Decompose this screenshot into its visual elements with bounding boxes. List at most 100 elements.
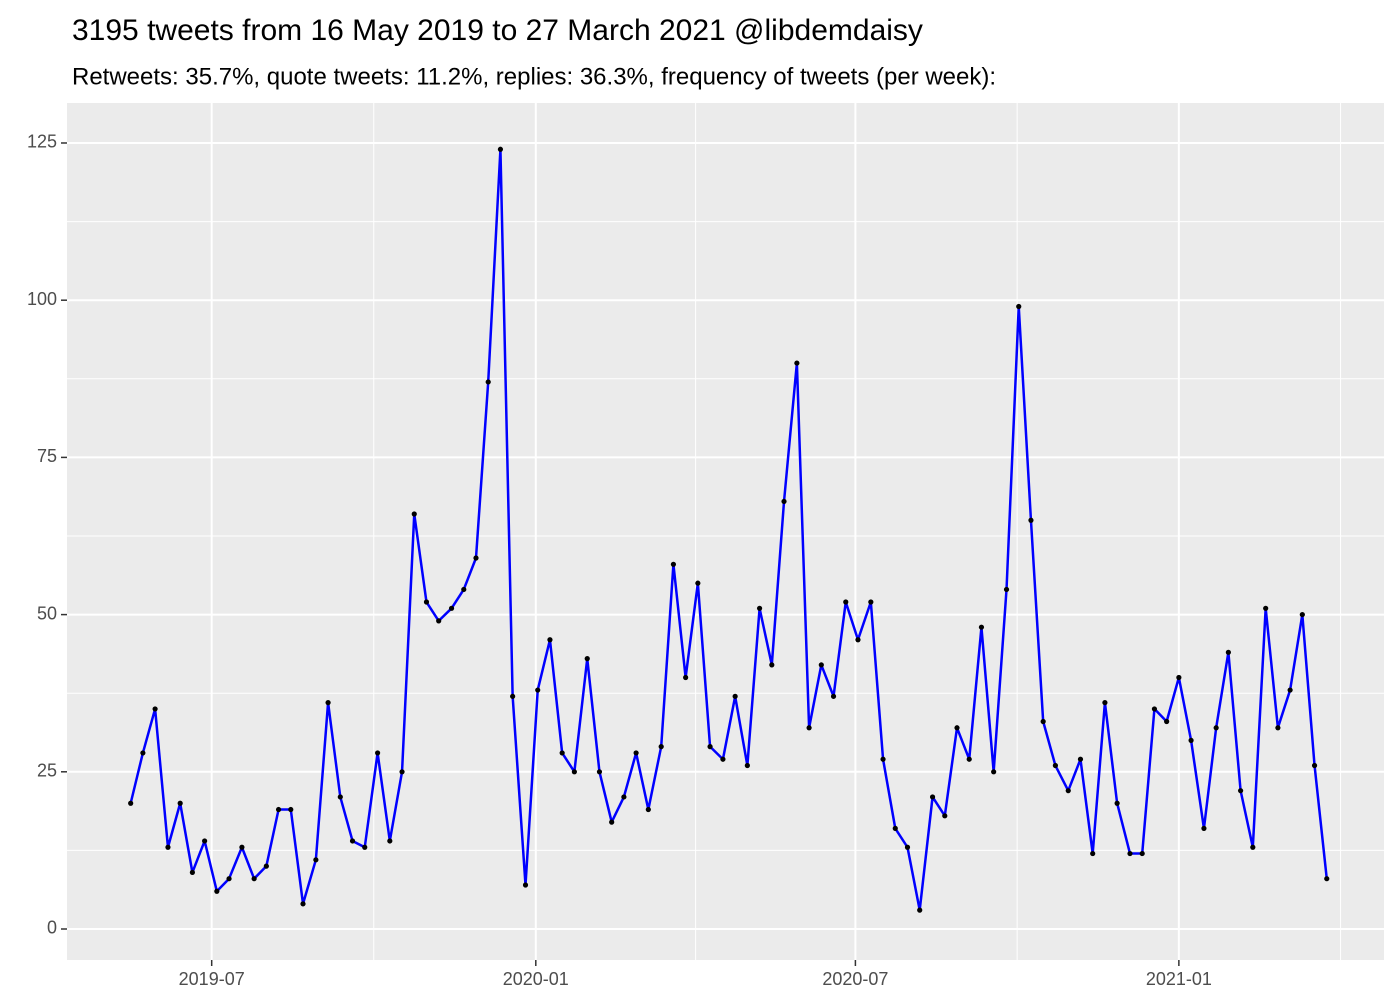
data-point [152,706,158,712]
data-point [732,693,738,699]
data-point [991,769,997,775]
data-point [609,819,615,825]
data-point [288,806,294,813]
data-point [226,876,232,882]
data-point [1263,605,1269,611]
data-point [559,750,565,756]
data-point [1176,674,1182,681]
data-point [473,555,479,561]
data-point [596,769,603,775]
data-point [214,888,220,894]
data-point [1275,725,1281,731]
data-point [695,580,701,586]
data-point [1151,706,1158,712]
data-point [868,599,874,605]
data-point [497,146,504,152]
data-point [621,794,627,800]
data-point [954,725,960,731]
data-point [1139,850,1145,857]
x-tick-label: 2020-01 [503,969,569,989]
data-point [892,825,898,831]
data-point [140,750,146,756]
data-point [1237,788,1244,794]
data-point [547,637,553,643]
data-point [1127,850,1133,857]
data-point [1250,844,1256,850]
data-point [794,360,800,366]
data-point [349,838,356,844]
data-point [1077,756,1084,762]
plot-panel [67,103,1384,960]
data-point [1188,737,1194,743]
chart-subtitle: Retweets: 35.7%, quote tweets: 11.2%, re… [72,63,996,90]
data-point [263,863,269,869]
data-point [423,599,430,605]
data-point [966,756,972,762]
data-point [202,838,208,844]
data-point [744,762,750,769]
data-point [1052,762,1058,769]
data-point [756,605,763,611]
data-point [239,844,245,850]
data-point [375,750,381,756]
data-point [1102,700,1108,706]
data-point [1164,718,1170,725]
data-point [1299,611,1305,618]
data-point [1311,762,1318,769]
data-point [510,693,516,699]
data-point [769,662,775,668]
data-point [1003,586,1010,593]
data-point [337,794,343,800]
data-point [1287,687,1293,693]
data-point [1114,800,1120,806]
data-point [1065,788,1071,794]
data-point [571,769,577,775]
data-point [917,907,923,913]
data-point [1225,649,1231,655]
y-tick-label: 125 [27,132,57,152]
line-series [129,148,1329,912]
data-point [645,806,651,813]
data-point [189,869,195,876]
data-point [461,586,467,593]
data-point [707,744,713,750]
x-tick-label: 2019-07 [179,969,245,989]
data-point [658,744,664,750]
y-tick-label: 100 [27,289,57,309]
data-point [485,379,491,385]
x-tick-label: 2021-01 [1146,969,1212,989]
data-point [843,599,849,605]
data-point [855,637,861,643]
data-point [448,605,455,611]
data-point [633,750,639,756]
data-point [806,725,812,731]
data-point [165,844,171,850]
data-point [830,693,837,699]
x-tick-label: 2020-07 [822,969,888,989]
y-tick-label: 25 [37,761,57,781]
data-point [128,800,134,806]
data-point [1324,876,1330,882]
data-point [978,624,985,630]
data-point [1090,850,1096,857]
data-point [584,656,590,662]
data-point [1213,725,1219,731]
data-point [1201,825,1207,831]
data-point [522,882,529,888]
y-tick-label: 75 [37,446,57,466]
data-point [670,561,677,567]
data-point [904,844,911,850]
chart-title: 3195 tweets from 16 May 2019 to 27 March… [72,14,923,47]
data-point [362,844,368,850]
data-point [781,498,787,505]
data-point [942,813,948,819]
data-point [929,794,936,800]
data-point [1016,303,1022,310]
data-point [275,806,282,813]
data-point [818,662,824,668]
data-point [325,700,331,706]
data-point [535,687,541,693]
data-point [411,511,417,517]
data-point [300,901,306,907]
